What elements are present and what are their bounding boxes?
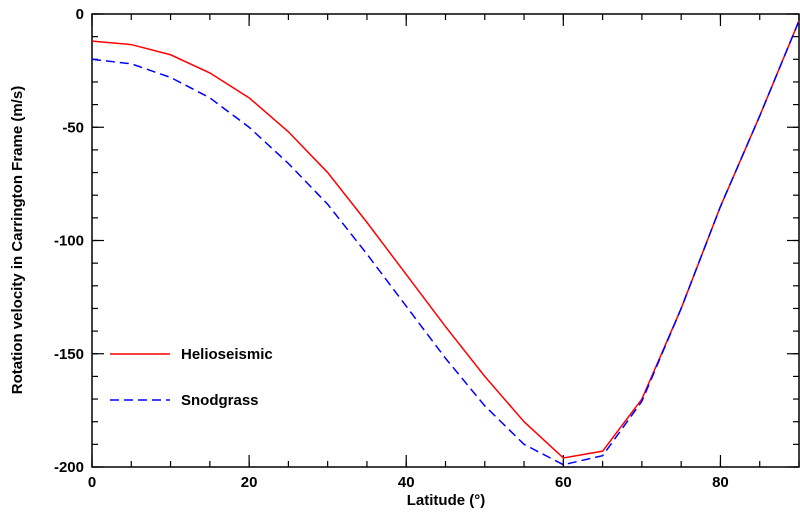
legend-label: Helioseismic bbox=[181, 346, 273, 363]
y-axis-label: Rotation velocity in Carrington Frame (m… bbox=[9, 86, 26, 394]
y-tick-label: -150 bbox=[54, 346, 84, 363]
x-tick-label: 40 bbox=[398, 474, 415, 491]
x-axis-label: Latitude (°) bbox=[407, 492, 486, 509]
x-tick-label: 0 bbox=[88, 474, 96, 491]
legend-label: Snodgrass bbox=[181, 392, 259, 409]
x-tick-label: 60 bbox=[555, 474, 572, 491]
x-tick-label: 20 bbox=[241, 474, 258, 491]
y-tick-label: -100 bbox=[54, 233, 84, 250]
x-tick-label: 80 bbox=[712, 474, 729, 491]
y-tick-label: -50 bbox=[62, 119, 84, 136]
data-line bbox=[91, 20, 800, 466]
y-tick-label: 0 bbox=[76, 6, 84, 23]
y-tick-label: -200 bbox=[54, 459, 84, 476]
